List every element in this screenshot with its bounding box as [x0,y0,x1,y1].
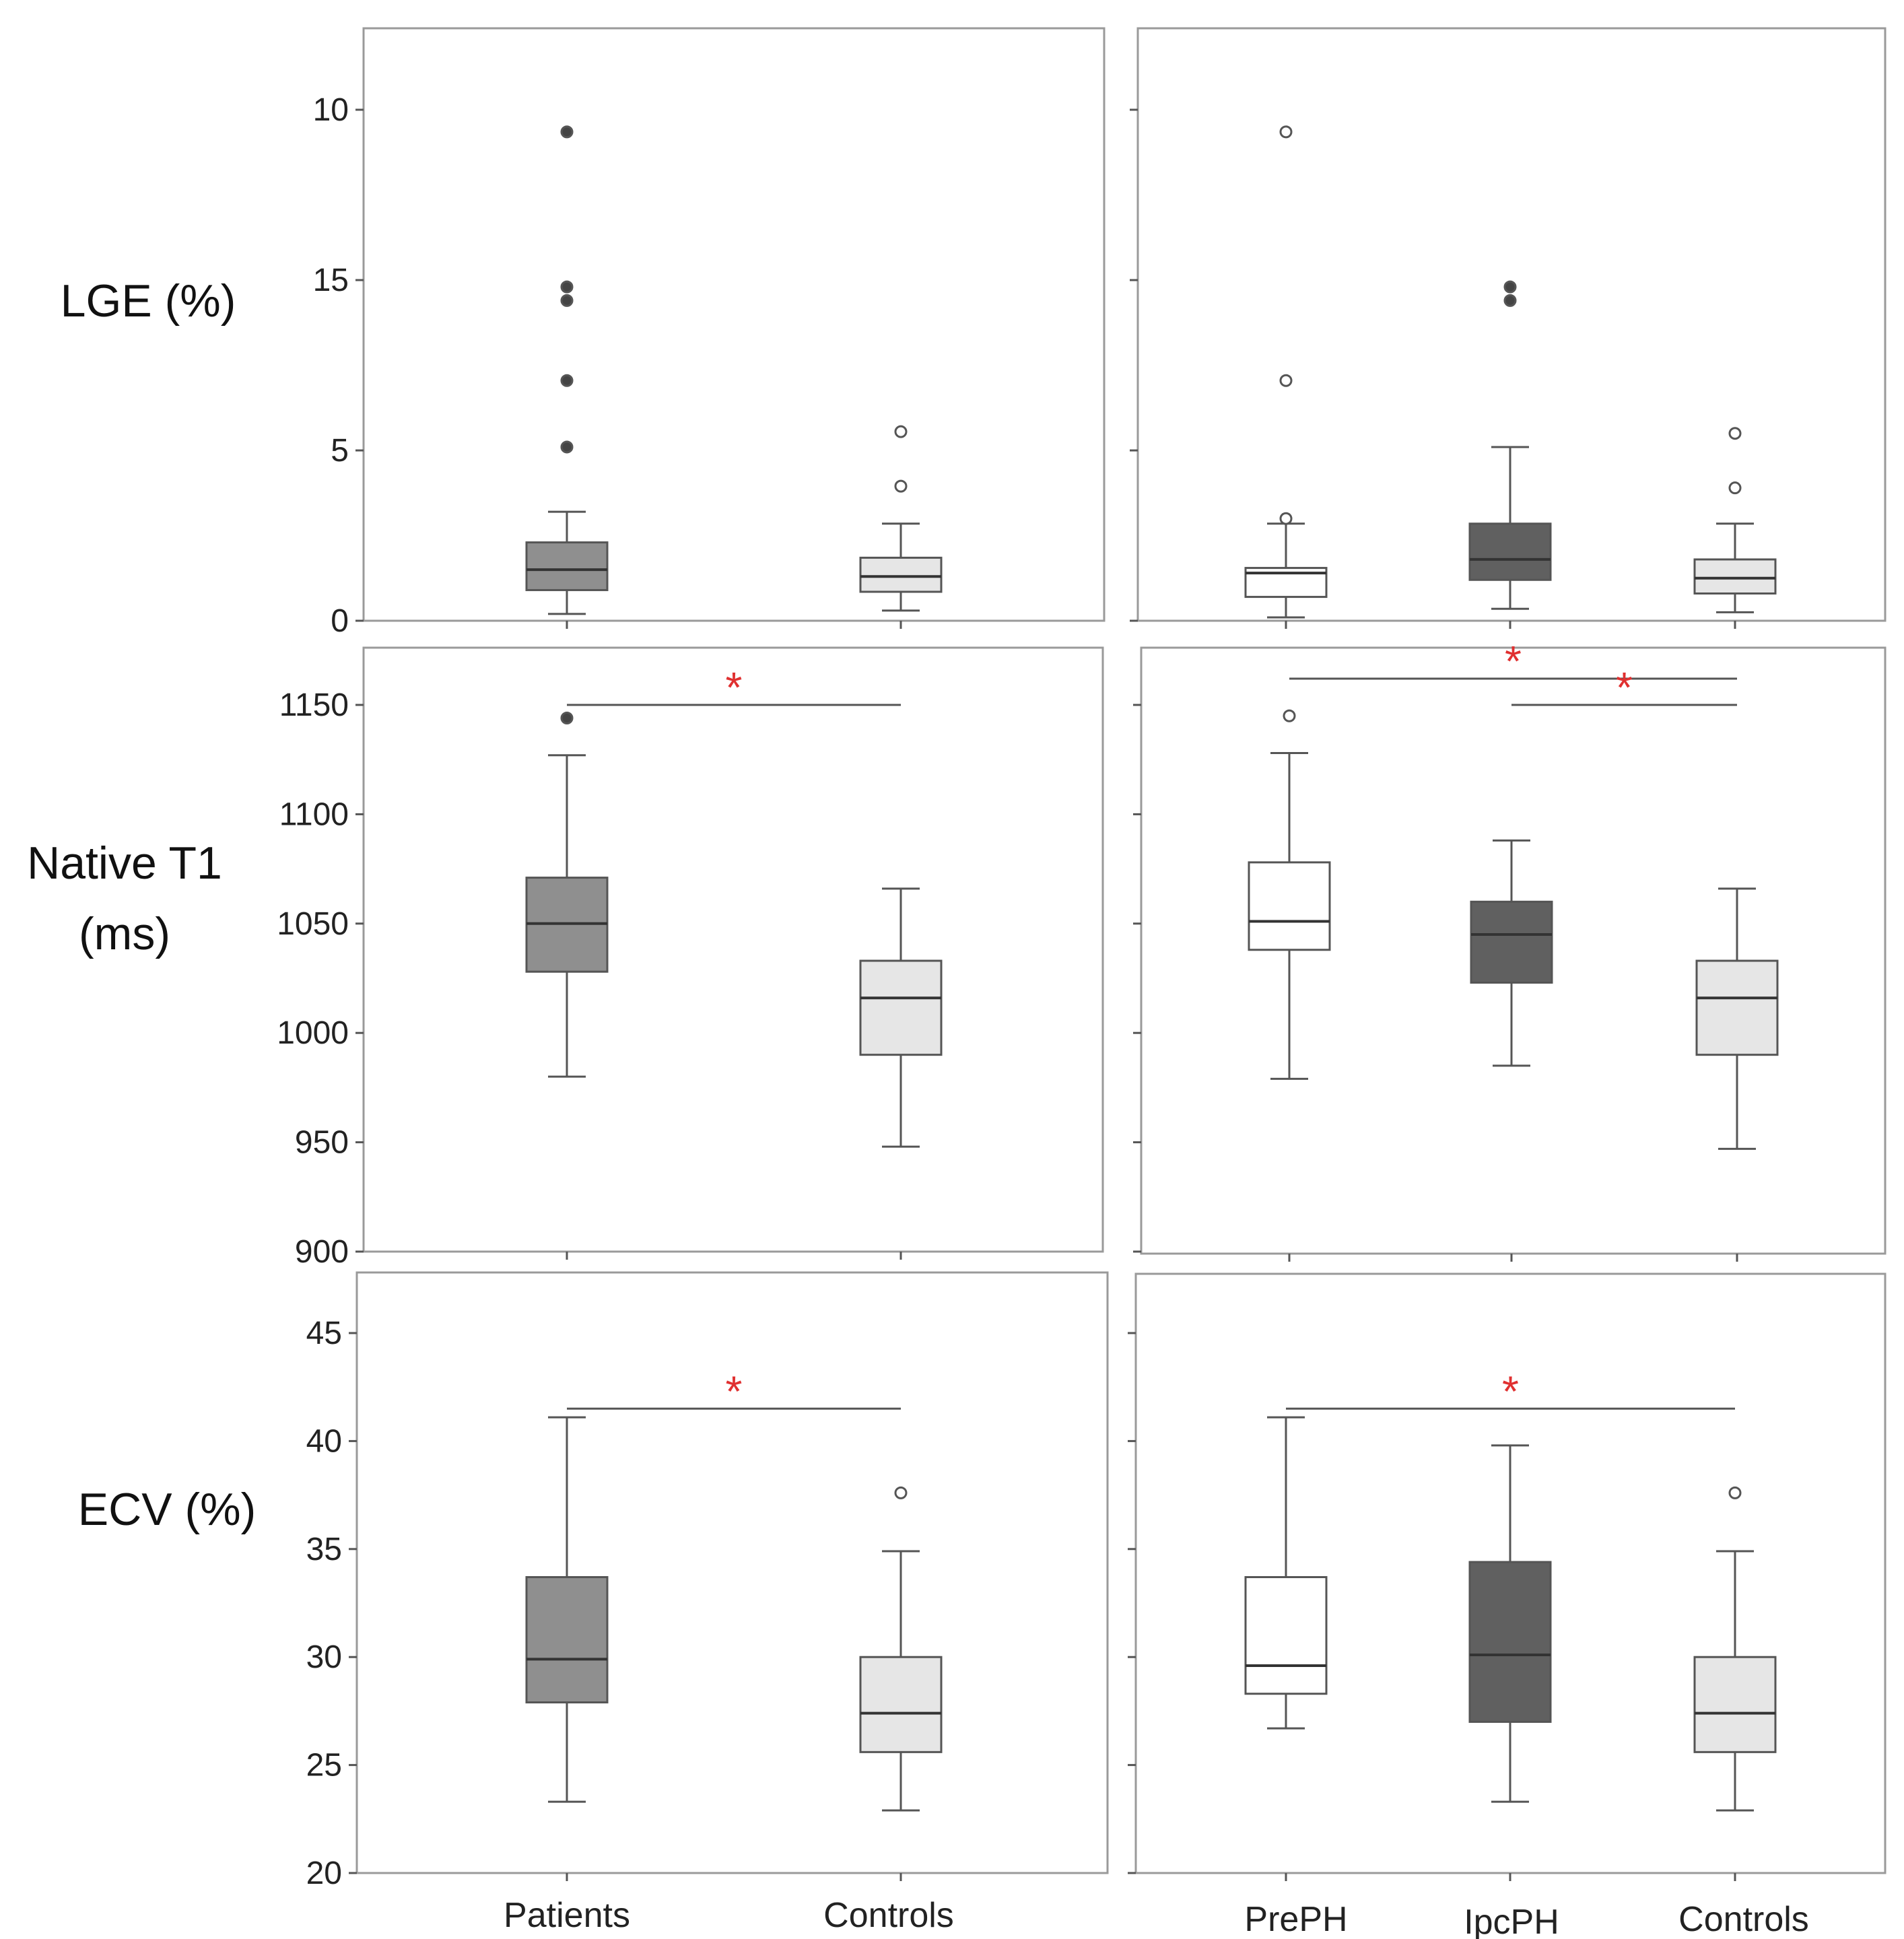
row-label-lge: LGE (%) [61,275,236,327]
x-label-controls-right: Controls [1678,1900,1809,1939]
x-label-preph: PrePH [1244,1900,1347,1939]
lge--patients-outlier-point [560,294,574,307]
y-tick-label: 25 [306,1748,342,1783]
lge--controls-outlier-point [894,425,908,438]
x-label-ipcph: IpcPH [1464,1903,1559,1939]
y-tick-label: 30 [306,1639,342,1675]
ecv--ipcph-box [1468,1561,1552,1723]
y-tick-label: 45 [306,1316,342,1351]
y-tick-label: 1050 [277,906,349,942]
lge--controls-box [1693,558,1777,595]
y-tick-label: 35 [306,1532,342,1567]
native-t1-ms--preph-box [1248,861,1331,951]
lge--preph-outlier-point [1279,125,1293,139]
panel-lge-patients-controls: 0 5 15 10 [313,27,1106,639]
lge--controls-outlier-point [1728,481,1742,495]
x-label-controls-left: Controls [823,1896,954,1935]
lge--patients-box [525,541,609,591]
lge--controls-box [859,556,943,593]
y-tick-label: 40 [306,1423,342,1459]
ecv--preph-box [1244,1576,1328,1695]
lge--ipcph-outlier-point [1503,294,1517,307]
panel-frame [362,27,1106,622]
panel-frame [355,1271,1109,1874]
ecv--controls-outlier-point [1728,1486,1742,1499]
y-tick-label: 1000 [277,1015,349,1051]
lge--preph-outlier-point [1279,374,1293,387]
row-label-native-t1-line2: (ms) [79,908,170,959]
native-t1-ms--controls-box [1695,959,1779,1056]
row-label-ecv: ECV (%) [78,1484,256,1535]
panel-ecv-patients-controls: 20 25 30 35 40 45 * [306,1271,1109,1891]
y-tick-label: 950 [295,1125,349,1161]
x-label-patients: Patients [504,1896,630,1935]
ecv--patients-box [525,1576,609,1704]
ecv--significance-star: * [726,1367,743,1415]
lge--ipcph-outlier-point [1503,280,1517,294]
native-t1-ms--significance-star: * [1616,663,1633,712]
lge--ipcph-box [1468,522,1552,581]
y-tick-label: 1150 [279,687,349,723]
native-t1-ms--ipcph-box [1470,900,1553,984]
lge--patients-outlier-point [560,280,574,294]
panel-ecv-subgroups: * [1128,1272,1886,1881]
y-tick-label: 20 [306,1856,342,1891]
panel-lge-subgroups [1130,27,1886,629]
lge--controls-outlier-point [894,479,908,493]
y-tick-label: 5 [331,433,349,469]
lge--patients-outlier-point [560,440,574,454]
native-t1-ms--controls-box [859,959,943,1056]
native-t1-ms--significance-star: * [726,663,743,712]
native-t1-ms--significance-star: * [1505,637,1522,685]
lge--controls-outlier-point [1728,427,1742,440]
panel-native-t1-subgroups: ** [1133,637,1886,1262]
y-tick-label: 15 [313,263,349,298]
native-t1-ms--patients-outlier-point [560,711,574,724]
lge--patients-outlier-point [560,125,574,139]
y-tick-label: 900 [295,1234,349,1270]
y-tick-label: 10 [313,92,349,128]
ecv--controls-box [1693,1656,1777,1753]
y-tick-label: 1100 [279,796,349,832]
ecv--significance-star: * [1502,1367,1519,1415]
panel-frame [1136,27,1886,622]
lge--patients-outlier-point [560,374,574,387]
panel-frame [362,646,1104,1253]
lge--preph-outlier-point [1279,512,1293,525]
y-tick-label: 0 [331,603,349,639]
ecv--controls-outlier-point [894,1486,908,1499]
ecv--controls-box [859,1656,943,1753]
panel-frame [1140,646,1886,1255]
native-t1-ms--preph-outlier-point [1283,709,1296,722]
panel-native-t1-patients-controls: 900 950 1000 1050 1100 1150 * [277,646,1104,1270]
row-label-native-t1-line1: Native T1 [27,838,222,889]
